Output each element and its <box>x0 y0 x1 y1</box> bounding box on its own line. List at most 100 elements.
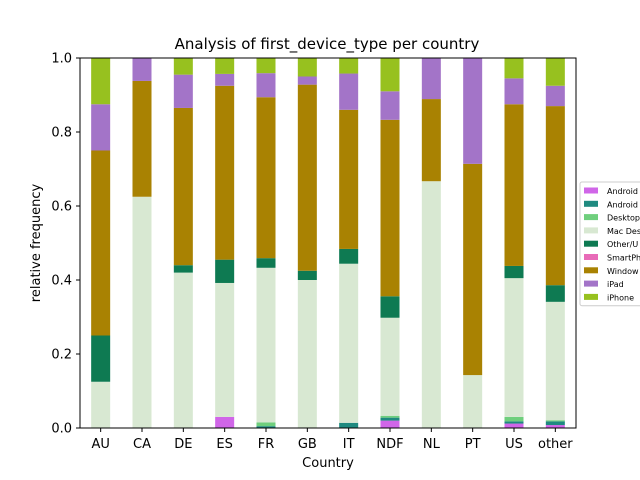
x-axis: AU CA DE ES FR GB IT NDF NL PT US other <box>91 428 573 452</box>
legend-frame <box>579 181 640 307</box>
bar-nl-series-6 <box>421 99 441 182</box>
legend-label: iPhone <box>607 293 634 302</box>
legend-label: Other/U <box>607 240 638 249</box>
bar-ca-series-6 <box>132 80 152 197</box>
bar-es-series-0 <box>215 416 235 428</box>
bar-other-series-0 <box>545 425 565 428</box>
bar-ndf-series-6 <box>380 119 400 297</box>
x-tick-label-pt: PT <box>465 437 481 452</box>
legend-swatch <box>584 200 598 207</box>
x-axis-title: Country <box>302 456 354 471</box>
bar-de-series-7 <box>173 74 193 108</box>
bar-other-series-7 <box>545 85 565 107</box>
plot-frame <box>79 57 577 429</box>
bar-ndf-series-2 <box>380 415 400 418</box>
bar-ndf-series-0 <box>380 420 400 428</box>
y-tick-label: 0.8 <box>51 126 72 141</box>
bar-other-series-6 <box>545 106 565 286</box>
bar-us-series-7 <box>504 78 524 105</box>
bar-fr-series-4 <box>256 258 276 268</box>
bar-it-series-7 <box>339 73 359 110</box>
legend-label: Mac Des <box>607 227 640 236</box>
bar-au-series-7 <box>91 104 111 151</box>
legend-label: Android <box>607 187 638 196</box>
legend-swatch <box>584 267 598 274</box>
bar-fr-series-6 <box>256 97 276 259</box>
bar-es-series-4 <box>215 259 235 283</box>
bar-ca-series-7 <box>132 58 152 81</box>
x-tick-label-other: other <box>538 437 573 452</box>
bar-us-series-1 <box>504 421 524 424</box>
bar-de-series-8 <box>173 58 193 75</box>
bar-au-series-3 <box>91 381 111 428</box>
bar-other-series-4 <box>545 285 565 302</box>
y-tick-label: 0.6 <box>51 200 72 215</box>
bar-fr-series-2 <box>256 422 276 427</box>
bar-it-series-3 <box>339 263 359 423</box>
bar-pt-series-6 <box>463 163 483 376</box>
bar-us-series-0 <box>504 423 524 428</box>
x-tick-label-ndf: NDF <box>376 437 403 452</box>
bar-es-series-8 <box>215 58 235 74</box>
bar-it-series-8 <box>339 58 359 74</box>
legend-swatch <box>584 214 598 221</box>
x-tick-label-es: ES <box>216 437 232 452</box>
legend-swatch <box>584 227 598 234</box>
bar-other-series-8 <box>545 58 565 86</box>
bar-nl-series-7 <box>421 58 441 100</box>
bar-fr-series-1 <box>256 426 276 428</box>
x-tick-label-au: AU <box>91 437 109 452</box>
bar-ndf-series-7 <box>380 91 400 120</box>
x-tick-label-gb: GB <box>298 437 317 452</box>
y-axis-title: relative frequency <box>29 184 44 303</box>
bar-de-series-3 <box>173 272 193 428</box>
bar-gb-series-8 <box>297 58 317 77</box>
legend-swatch <box>584 293 598 300</box>
legend-swatch <box>584 254 598 260</box>
x-tick-label-it: IT <box>343 437 355 452</box>
bars-layer <box>91 58 565 428</box>
legend-swatch <box>584 187 598 194</box>
bar-fr-series-7 <box>256 73 276 98</box>
bar-ndf-series-1 <box>380 417 400 421</box>
bar-nl-series-3 <box>421 181 441 428</box>
bar-it-series-6 <box>339 109 359 249</box>
legend-label: iPad <box>607 280 624 289</box>
bar-gb-series-7 <box>297 76 317 85</box>
legend-label: Desktop <box>607 214 640 223</box>
bar-it-series-1 <box>339 422 359 428</box>
bar-it-series-4 <box>339 248 359 264</box>
y-tick-label: 1.0 <box>51 52 72 67</box>
bar-other-series-2 <box>545 420 565 422</box>
bar-other-series-1 <box>545 421 565 426</box>
bar-de-series-4 <box>173 265 193 273</box>
bar-ndf-series-8 <box>380 58 400 92</box>
bar-de-series-6 <box>173 107 193 266</box>
bar-us-series-8 <box>504 58 524 79</box>
bar-fr-series-8 <box>256 58 276 74</box>
bar-pt-series-3 <box>463 375 483 428</box>
bar-fr-series-3 <box>256 267 276 423</box>
x-tick-label-de: DE <box>174 437 192 452</box>
legend-swatch <box>584 240 598 247</box>
y-tick-label: 0.4 <box>51 274 72 289</box>
bar-us-series-6 <box>504 104 524 266</box>
bar-other-series-3 <box>545 301 565 421</box>
y-tick-label: 0.2 <box>51 348 72 363</box>
bar-ca-series-3 <box>132 196 152 428</box>
bar-au-series-8 <box>91 58 111 105</box>
bar-us-series-3 <box>504 278 524 417</box>
chart-title: Analysis of first_device_type per countr… <box>175 35 480 54</box>
legend-swatch <box>584 280 598 287</box>
bar-gb-series-3 <box>297 280 317 428</box>
bar-us-series-2 <box>504 416 524 422</box>
legend-label: SmartPh <box>607 254 640 263</box>
bar-gb-series-4 <box>297 270 317 280</box>
legend: Android Android Desktop Mac Des Other/U Smart… <box>579 181 640 307</box>
bar-pt-series-7 <box>463 58 483 164</box>
bar-au-series-4 <box>91 335 111 382</box>
bar-es-series-7 <box>215 73 235 86</box>
bar-ndf-series-3 <box>380 317 400 416</box>
legend-label: Window <box>607 267 639 276</box>
